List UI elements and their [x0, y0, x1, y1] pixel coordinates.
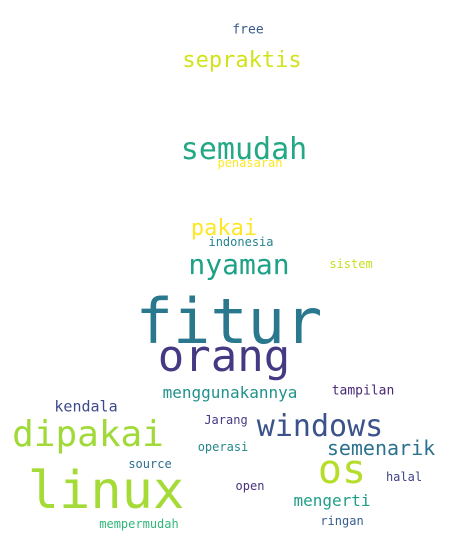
word-tampilan: tampilan [331, 383, 395, 399]
word-kendala: kendala [54, 397, 118, 416]
word-menggunakannya: menggunakannya [162, 383, 298, 402]
word-ringan: ringan [320, 514, 364, 528]
word-pakai: pakai [190, 216, 258, 241]
word-open: open [235, 479, 265, 493]
word-mempermudah: mempermudah [99, 517, 179, 531]
word-windows: windows [256, 409, 384, 444]
word-source: source [128, 457, 172, 471]
word-mengerti: mengerti [293, 491, 371, 510]
word-semudah: semudah [180, 132, 308, 167]
word-orang: orang [157, 331, 291, 382]
word-sistem: sistem [329, 257, 373, 271]
word-linux: linux [27, 461, 185, 521]
word-dipakai: dipakai [12, 414, 164, 455]
word-sepraktis: sepraktis [182, 48, 302, 73]
word-semenarik: semenarik [326, 436, 436, 460]
word-penasaran: penasaran [217, 156, 283, 170]
word-operasi: operasi [197, 440, 249, 454]
word-nyaman: nyaman [188, 248, 290, 281]
word-os: os [317, 447, 367, 493]
word-jarang: Jarang [204, 413, 248, 427]
word-indonesia: indonesia [208, 235, 274, 249]
word-free: free [232, 22, 264, 38]
word-halal: halal [385, 470, 423, 484]
word-fitur: fitur [135, 285, 323, 358]
